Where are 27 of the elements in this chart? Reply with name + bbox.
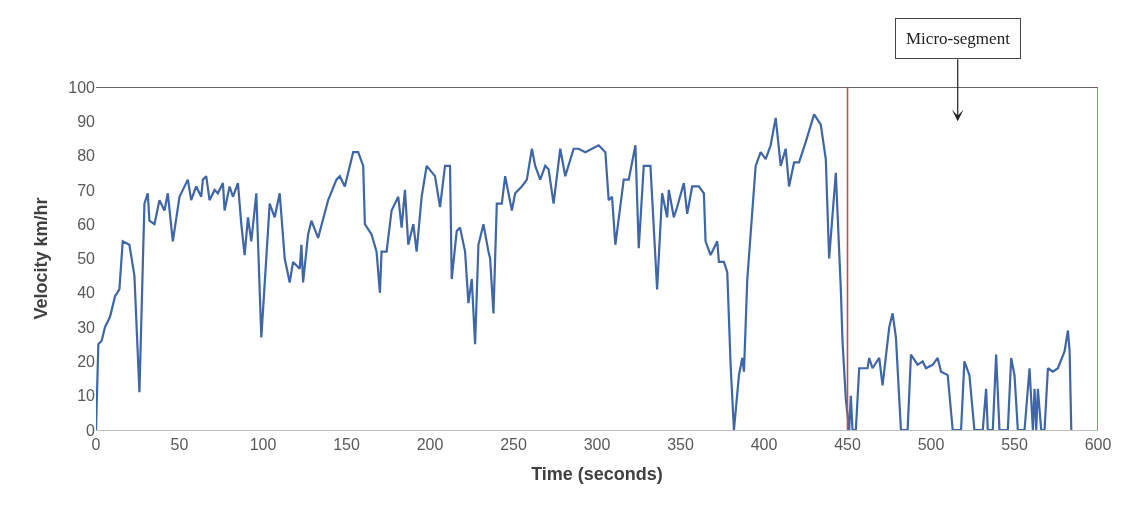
x-tick-label: 450: [834, 436, 861, 454]
y-tick-label: 100: [68, 78, 96, 96]
x-tick-label: 400: [750, 436, 778, 454]
y-tick-label: 20: [77, 353, 96, 370]
y-tick-label: 50: [77, 250, 96, 268]
y-tick-label: 70: [77, 181, 96, 199]
x-tick-label: 550: [1001, 436, 1028, 454]
x-tick-label: 200: [416, 436, 444, 454]
y-tick-label: 0: [86, 421, 96, 439]
y-tick-label: 80: [77, 147, 96, 165]
x-tick-label: 50: [170, 436, 189, 454]
y-tick-label: 10: [77, 387, 96, 405]
x-tick-label: 500: [917, 436, 945, 454]
y-tick-label: 30: [77, 318, 96, 336]
x-axis-title: Time (seconds): [531, 464, 663, 485]
x-tick-label: 100: [249, 436, 277, 454]
text: Micro-segment: [906, 29, 1011, 48]
x-tick-label: 350: [667, 436, 694, 454]
x-tick-label: 300: [583, 436, 611, 454]
y-tick-label: 90: [77, 112, 96, 130]
x-tick-label: 600: [1084, 436, 1112, 454]
x-tick-label: 150: [333, 436, 360, 454]
line-series: [96, 113, 1073, 430]
x-tick-label: 250: [500, 436, 527, 454]
y-tick-label: 60: [77, 215, 96, 233]
y-tick-label: 40: [77, 284, 96, 302]
y-axis-title: Velocity km/hr: [31, 197, 52, 320]
